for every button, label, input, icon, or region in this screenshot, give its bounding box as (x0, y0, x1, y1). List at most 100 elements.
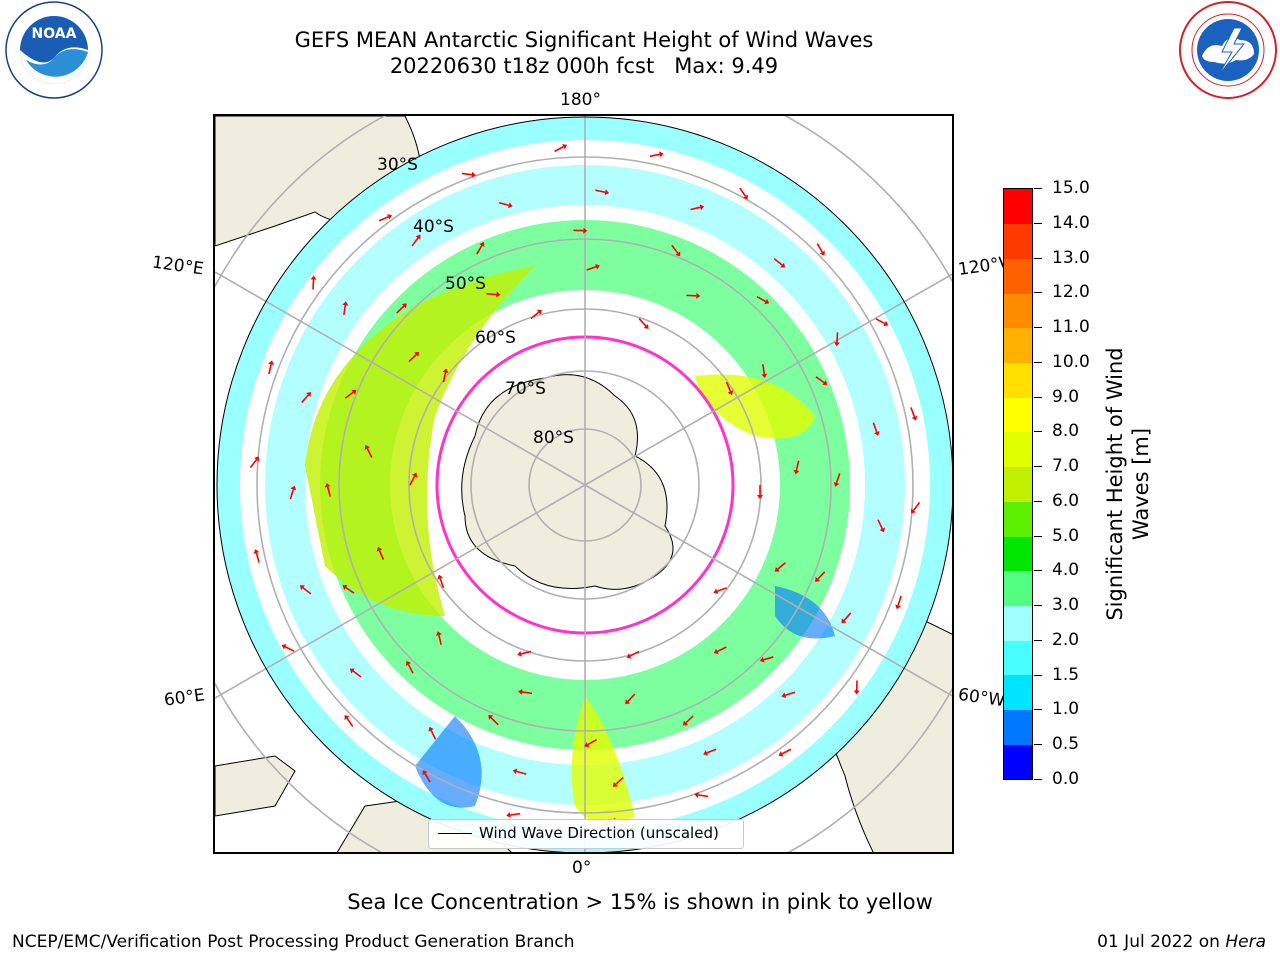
colorbar-tick-label: 10.0 (1052, 351, 1090, 372)
wave-direction-arrow (345, 586, 355, 594)
wave-direction-arrowhead (518, 688, 523, 695)
wave-direction-arrowhead (764, 298, 770, 305)
wave-direction-arrowhead (675, 251, 681, 257)
wave-direction-arrowhead (833, 342, 840, 347)
sea-ice-note: Sea Ice Concentration > 15% is shown in … (347, 890, 933, 914)
colorbar-tick-label: 12.0 (1052, 282, 1090, 303)
wave-direction-arrow (777, 562, 786, 570)
colorbar-title: Significant Height of Wind Waves [m] (1102, 284, 1154, 684)
wave-direction-arrowhead (342, 301, 349, 306)
wave-direction-arrowhead (774, 566, 780, 572)
wave-direction-arrowhead (626, 653, 632, 659)
wave-direction-arrowhead (727, 390, 734, 396)
wave-direction-arrow (836, 332, 839, 343)
colorbar-segment (1004, 674, 1032, 711)
lon-label-60w: 60°W (956, 684, 1007, 712)
wave-direction-arrow (510, 812, 521, 816)
wave-direction-arrowhead (306, 391, 311, 397)
wave-direction-arrowhead (703, 750, 708, 756)
noaa-logo: NOAA (4, 0, 104, 100)
wave-direction-arrowhead (506, 812, 511, 818)
wave-direction-arrowhead (299, 585, 305, 591)
wave-direction-arrowhead (401, 303, 407, 309)
wave-direction-arrowhead (793, 469, 800, 475)
wave-direction-arrowhead (778, 751, 784, 757)
wave-direction-arrowhead (895, 604, 901, 610)
colorbar-segment (1004, 327, 1032, 364)
wave-direction-arrowhead (349, 668, 355, 674)
wave-direction-arrowhead (422, 770, 428, 776)
lon-label-0: 0° (572, 858, 592, 878)
wave-direction-arrow (346, 717, 354, 727)
wave-direction-arrowhead (342, 585, 348, 590)
wave-direction-arrowhead (815, 576, 820, 582)
wave-direction-arrowhead (254, 456, 259, 462)
colorbar-tick (1034, 500, 1042, 502)
wave-direction-arrowhead (696, 292, 701, 299)
colorbar-tick (1034, 431, 1042, 433)
wave-max-pacific (695, 374, 815, 439)
wave-direction-arrowhead (780, 262, 786, 268)
colorbar-segment (1004, 536, 1032, 572)
lat-label-50s: 50°S (445, 274, 486, 294)
colorbar-segment (1004, 466, 1032, 502)
wave-direction-arrow (430, 730, 437, 740)
wave-direction-arrowhead (583, 227, 588, 234)
wave-direction-arrow (530, 311, 540, 320)
legend-label: Wind Wave Direction (unscaled) (479, 824, 719, 842)
graticule (215, 116, 952, 852)
wave-direction-arrow (815, 376, 825, 384)
wave-direction-arrowhead (415, 234, 421, 240)
chart-subtitle: 20220630 t18z 000h fcst Max: 9.49 (389, 54, 779, 78)
wave-direction-arrow (872, 422, 878, 433)
wave-direction-arrowhead (604, 189, 610, 196)
antarctica-landmass (461, 374, 674, 590)
wave-direction-arrow (762, 364, 766, 375)
wave-direction-arrowhead (496, 291, 501, 298)
noaa-logo-text: NOAA (32, 26, 77, 42)
colorbar-tick-label: 14.0 (1052, 212, 1090, 233)
wave-direction-arrowhead (584, 741, 590, 748)
wave-direction-arrowhead (512, 768, 518, 775)
wave-direction-arrow (442, 372, 447, 383)
wave-direction-arrowhead (713, 648, 719, 655)
colorbar-segment (1004, 258, 1032, 294)
colorbar-tick (1034, 570, 1042, 572)
wave-direction-arrow (671, 244, 679, 254)
colorbar-segment (1004, 744, 1032, 780)
wave-direction-arrow (698, 794, 709, 798)
lat-label-40s: 40°S (413, 217, 454, 237)
wave-direction-arrow (817, 571, 826, 580)
lon-label-60e: 60°E (162, 685, 207, 711)
wave-direction-arrowhead (405, 660, 412, 666)
wave-direction-arrowhead (508, 202, 513, 209)
wave-direction-arrow (476, 245, 483, 255)
wave-max-atlantic (571, 696, 635, 824)
wave-direction-arrow (396, 305, 405, 314)
colorbar-tick-label: 15.0 (1052, 178, 1090, 198)
wave-direction-arrowhead (268, 360, 275, 365)
wave-direction-arrow (301, 394, 309, 404)
wave-direction-arrowhead (757, 495, 763, 499)
wave-direction-arrow (716, 587, 727, 593)
wave-direction-arrowhead (281, 644, 287, 650)
wave-direction-arrowhead (517, 650, 522, 657)
wave-direction-arrowhead (435, 631, 442, 636)
lat-label-70s: 70°S (505, 379, 546, 399)
branch-credit: NCEP/EMC/Verification Post Processing Pr… (12, 932, 575, 952)
wave-direction-arrow (875, 318, 886, 325)
colorbar-tick-label: 11.0 (1052, 317, 1090, 338)
wave-direction-arrowhead (911, 415, 918, 421)
wave-direction-arrow (717, 646, 727, 653)
wave-direction-arrowhead (376, 546, 383, 552)
wave-direction-arrowhead (822, 380, 828, 386)
wave-direction-arrowhead (781, 692, 787, 699)
wave-direction-arrowhead (310, 275, 317, 280)
wave-direction-arrow (763, 656, 774, 661)
lat-label-60s: 60°S (475, 328, 516, 348)
colorbar-tick (1034, 744, 1042, 746)
wave-direction-arrowhead (759, 656, 765, 663)
wave-direction-arrowhead (488, 714, 494, 720)
colorbar-segment (1004, 709, 1032, 745)
wave-direction-arrow (255, 552, 260, 563)
